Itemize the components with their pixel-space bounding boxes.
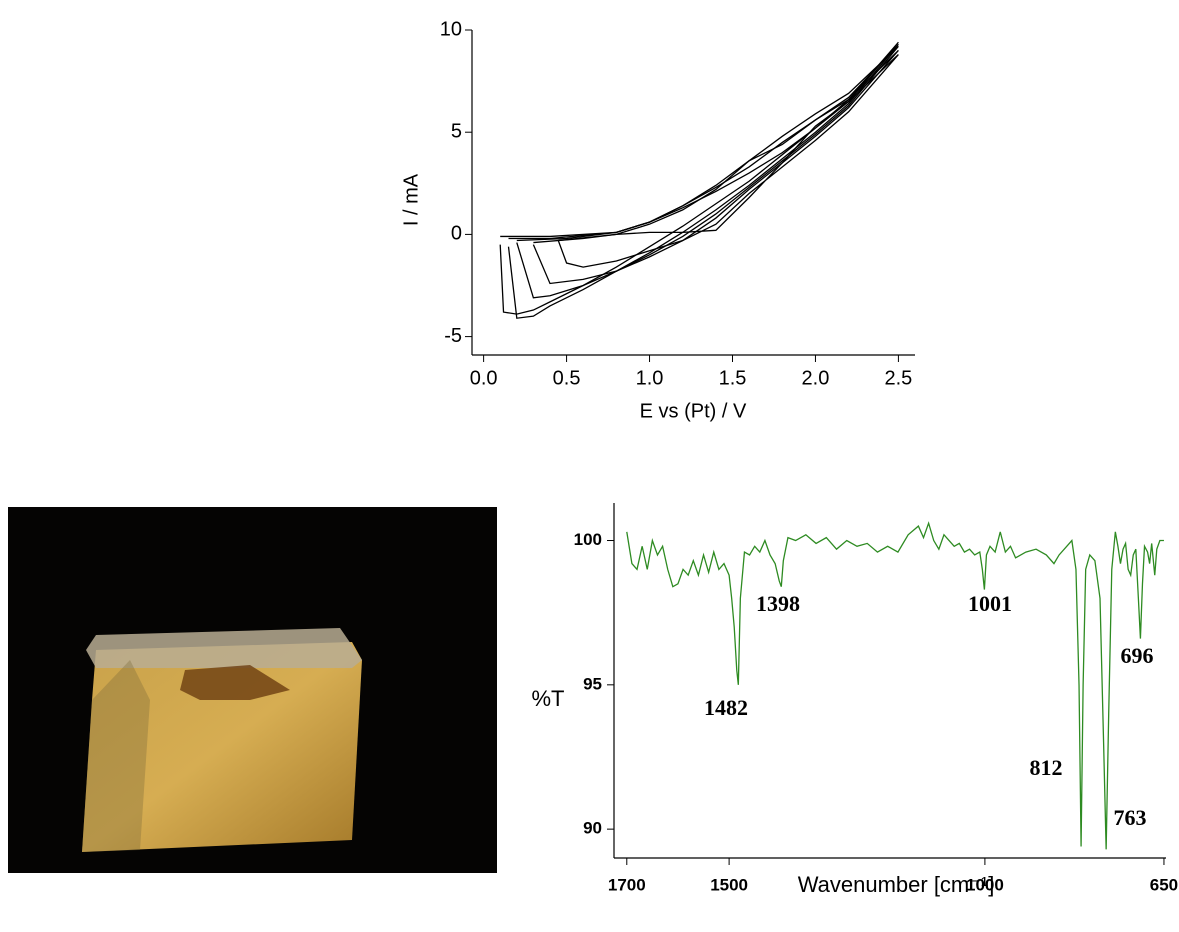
x-tick-label: 1.0 <box>636 367 664 389</box>
x-tick-label: 650 <box>1150 875 1178 894</box>
data-line <box>499 41 899 315</box>
x-tick-label: 2.0 <box>802 367 830 389</box>
x-axis-label: E vs (Pt) / V <box>640 400 747 422</box>
x-tick-label: 1000 <box>966 875 1004 894</box>
y-tick-label: -5 <box>444 325 462 347</box>
peak-label: 812 <box>1030 755 1063 780</box>
y-tick-label: 0 <box>451 223 462 245</box>
x-axis-label: Wavenumber [cm⁻¹] <box>798 872 995 897</box>
y-axis-label: %T <box>532 686 565 711</box>
x-tick-label: 0.0 <box>470 367 498 389</box>
y-tick-label: 10 <box>440 18 462 40</box>
y-tick-label: 100 <box>574 530 602 549</box>
sample-shadow <box>82 660 150 852</box>
x-tick-label: 2.5 <box>885 367 913 389</box>
peak-label: 763 <box>1114 805 1147 830</box>
peak-label: 696 <box>1121 643 1154 668</box>
x-tick-label: 0.5 <box>553 367 581 389</box>
peak-label: 1001 <box>968 591 1012 616</box>
x-tick-label: 1500 <box>710 875 748 894</box>
data-line <box>532 49 899 285</box>
y-tick-label: 5 <box>451 120 462 142</box>
data-line <box>557 54 899 268</box>
sample-edge <box>86 628 362 668</box>
peak-label: 1398 <box>756 591 800 616</box>
data-line <box>626 521 1164 850</box>
photo <box>8 507 497 873</box>
data-line <box>507 43 899 319</box>
sample-spot <box>180 665 290 700</box>
sample-plate <box>82 642 362 852</box>
peak-label: 1482 <box>704 695 748 720</box>
y-tick-label: 95 <box>583 674 602 693</box>
data-line <box>516 45 899 299</box>
y-tick-label: 90 <box>583 819 602 838</box>
y-axis-label: I / mA <box>400 173 422 226</box>
x-tick-label: 1.5 <box>719 367 747 389</box>
x-tick-label: 1700 <box>608 875 646 894</box>
